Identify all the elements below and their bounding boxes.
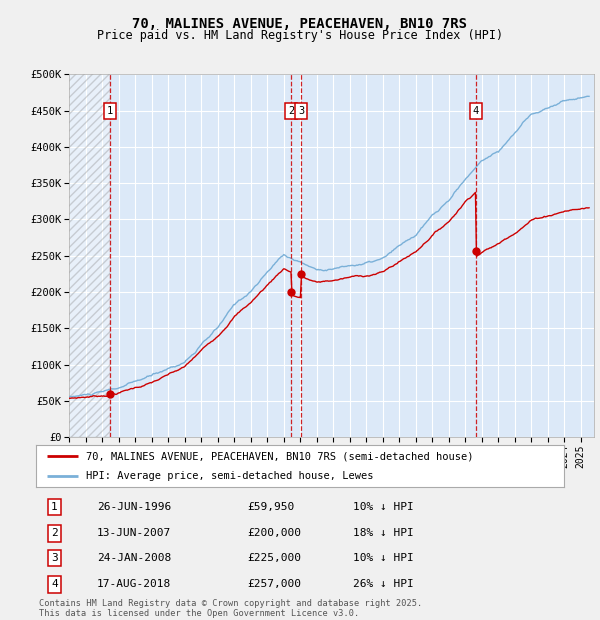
Text: 10% ↓ HPI: 10% ↓ HPI [353,553,413,563]
Text: 2: 2 [288,105,294,116]
Text: £225,000: £225,000 [247,553,301,563]
Bar [69,74,110,437]
Text: £200,000: £200,000 [247,528,301,538]
Text: 70, MALINES AVENUE, PEACEHAVEN, BN10 7RS: 70, MALINES AVENUE, PEACEHAVEN, BN10 7RS [133,17,467,32]
Text: 1: 1 [51,502,58,512]
Text: 3: 3 [51,553,58,563]
Text: Contains HM Land Registry data © Crown copyright and database right 2025.
This d: Contains HM Land Registry data © Crown c… [39,599,422,618]
Text: 4: 4 [51,579,58,589]
Text: £257,000: £257,000 [247,579,301,589]
Text: £59,950: £59,950 [247,502,295,512]
Text: 10% ↓ HPI: 10% ↓ HPI [353,502,413,512]
Text: 70, MALINES AVENUE, PEACEHAVEN, BN10 7RS (semi-detached house): 70, MALINES AVENUE, PEACEHAVEN, BN10 7RS… [86,451,473,461]
Text: 26-JUN-1996: 26-JUN-1996 [97,502,171,512]
Text: Price paid vs. HM Land Registry's House Price Index (HPI): Price paid vs. HM Land Registry's House … [97,29,503,42]
Text: 18% ↓ HPI: 18% ↓ HPI [353,528,413,538]
Text: 3: 3 [298,105,304,116]
Text: 24-JAN-2008: 24-JAN-2008 [97,553,171,563]
Text: 26% ↓ HPI: 26% ↓ HPI [353,579,413,589]
Text: HPI: Average price, semi-detached house, Lewes: HPI: Average price, semi-detached house,… [86,471,374,481]
Text: 13-JUN-2007: 13-JUN-2007 [97,528,171,538]
Text: 1: 1 [107,105,113,116]
Text: 17-AUG-2018: 17-AUG-2018 [97,579,171,589]
Text: 4: 4 [473,105,479,116]
Text: 2: 2 [51,528,58,538]
